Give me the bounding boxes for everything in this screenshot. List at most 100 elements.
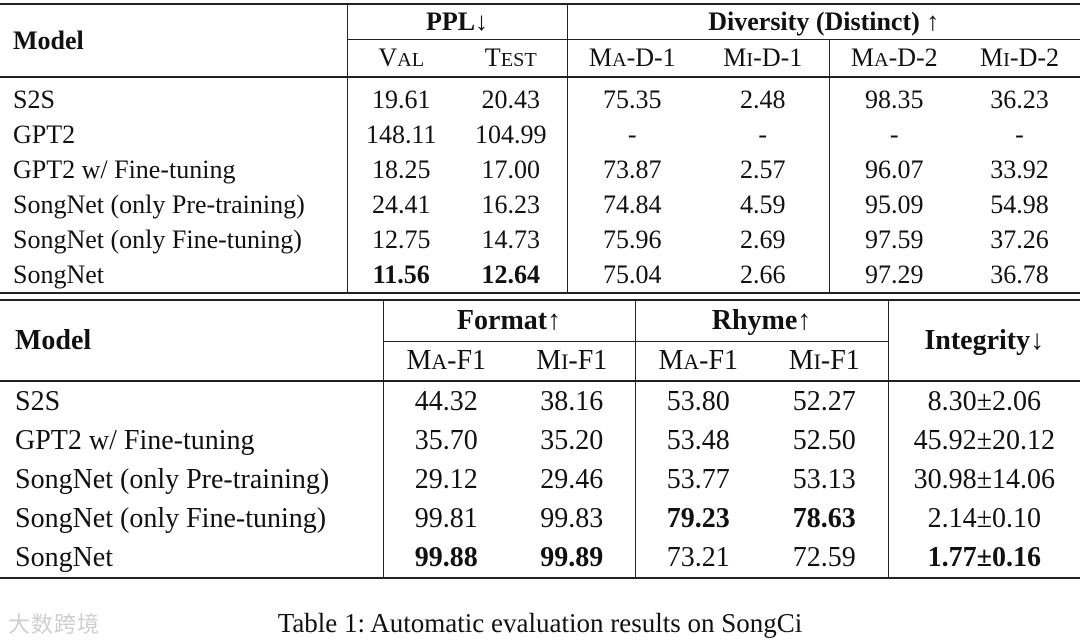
model-cell: SongNet (only Pre-training) bbox=[13, 189, 305, 219]
mi-d1-cell: 2.66 bbox=[697, 257, 830, 294]
mi-d2-cell: 54.98 bbox=[990, 189, 1049, 219]
rhyme-mi-cell: 53.13 bbox=[792, 463, 856, 495]
val-cell-best: 11.56 bbox=[346, 257, 455, 294]
mi-d2-cell: - bbox=[1015, 119, 1024, 149]
rhyme-header: Rhyme↑ bbox=[634, 300, 889, 342]
test-cell-best: 12.64 bbox=[455, 257, 568, 294]
subheader-test: TEST bbox=[455, 39, 568, 78]
val-cell: 12.75 bbox=[346, 222, 455, 257]
subheader-mi-d1: MI-D-1 bbox=[697, 39, 830, 78]
rhyme-ma-cell: 73.21 bbox=[634, 538, 761, 579]
rhyme-ma-cell: 53.48 bbox=[634, 421, 761, 460]
watermark: 大数跨境 bbox=[8, 613, 101, 638]
integrity-cell-best: 1.77±0.16 bbox=[887, 538, 1080, 579]
table-ppl-diversity: Model PPL↓ Diversity (Distinct) ↑ VAL TE… bbox=[0, 3, 1080, 294]
integrity-cell: 45.92±20.12 bbox=[887, 421, 1080, 460]
model-cell: S2S bbox=[15, 385, 61, 417]
model-cell: GPT2 bbox=[13, 119, 76, 149]
mi-d1-cell: 4.59 bbox=[740, 189, 786, 219]
model-cell: SongNet (only Fine-tuning) bbox=[15, 502, 327, 534]
ma-d1-cell: 75.96 bbox=[566, 222, 698, 257]
test-cell: 16.23 bbox=[481, 189, 541, 219]
mi-d1-cell: - bbox=[758, 119, 768, 149]
integrity-cell: 8.30±2.06 bbox=[887, 381, 1080, 421]
rhyme-mi-cell: 52.27 bbox=[792, 385, 856, 417]
ma-d2-cell: 96.07 bbox=[828, 152, 960, 187]
rhyme-ma-cell-best: 79.23 bbox=[634, 499, 761, 538]
format-mi-cell: 38.16 bbox=[540, 385, 604, 417]
mi-d1-cell: 2.57 bbox=[740, 154, 786, 184]
table-row: SongNet (only Fine-tuning) 99.81 99.83 7… bbox=[0, 499, 1080, 538]
table-caption: Table 1: Automatic evaluation results on… bbox=[277, 608, 803, 638]
table-row: S2S 19.61 20.43 75.35 2.48 98.35 36.23 bbox=[0, 77, 1080, 117]
rhyme-mi-cell: 52.50 bbox=[792, 424, 856, 456]
test-cell: 104.99 bbox=[475, 119, 547, 149]
ma-d1-cell: 75.35 bbox=[566, 77, 698, 117]
mi-d2-cell: 37.26 bbox=[990, 224, 1049, 254]
model-cell: SongNet bbox=[0, 257, 347, 294]
model-cell: SongNet bbox=[0, 538, 383, 579]
model-cell: S2S bbox=[13, 84, 55, 114]
ma-d2-cell: 98.35 bbox=[828, 77, 960, 117]
ma-d1-cell: 75.04 bbox=[566, 257, 698, 294]
subheader-format-ma-f1: MA-F1 bbox=[382, 341, 509, 382]
format-ma-cell: 44.32 bbox=[382, 381, 509, 421]
format-mi-cell: 35.20 bbox=[540, 424, 604, 456]
table-row: GPT2 148.11 104.99 - - - - bbox=[0, 117, 1080, 152]
table-row: SongNet 11.56 12.64 75.04 2.66 97.29 36.… bbox=[0, 257, 1080, 294]
ma-d2-cell: 95.09 bbox=[828, 187, 960, 222]
integrity-header: Integrity↓ bbox=[887, 300, 1080, 382]
ppl-header: PPL↓ bbox=[346, 4, 568, 40]
format-ma-cell-best: 99.88 bbox=[382, 538, 509, 579]
val-cell: 148.11 bbox=[346, 117, 455, 152]
format-ma-cell: 29.12 bbox=[382, 460, 509, 499]
format-mi-cell: 99.83 bbox=[540, 502, 604, 534]
ma-d2-cell: 97.59 bbox=[828, 222, 960, 257]
table-row: SongNet (only Pre-training) 24.41 16.23 … bbox=[0, 187, 1080, 222]
ma-d2-cell: 97.29 bbox=[828, 257, 960, 294]
format-ma-cell: 99.81 bbox=[382, 499, 509, 538]
model-header: Model bbox=[0, 300, 383, 382]
ma-d2-cell: - bbox=[828, 117, 960, 152]
format-mi-cell: 29.46 bbox=[540, 463, 604, 495]
model-cell: SongNet (only Fine-tuning) bbox=[13, 224, 302, 254]
mi-d2-cell: 36.78 bbox=[959, 257, 1080, 294]
test-cell: 17.00 bbox=[481, 154, 541, 184]
subheader-ma-d2: MA-D-2 bbox=[828, 39, 960, 78]
diversity-header: Diversity (Distinct) ↑ bbox=[566, 4, 1080, 40]
subheader-format-mi-f1: MI-F1 bbox=[509, 341, 635, 382]
ma-d1-cell: - bbox=[566, 117, 698, 152]
table-row: GPT2 w/ Fine-tuning 35.70 35.20 53.48 52… bbox=[0, 421, 1080, 460]
test-cell: 14.73 bbox=[481, 224, 541, 254]
format-header: Format↑ bbox=[382, 300, 635, 342]
subheader-rhyme-mi-f1: MI-F1 bbox=[761, 341, 889, 382]
mi-d2-cell: 33.92 bbox=[990, 154, 1049, 184]
subheader-mi-d2: MI-D-2 bbox=[959, 39, 1080, 78]
ma-d1-cell: 74.84 bbox=[566, 187, 698, 222]
table-format-rhyme-integrity: Model Format↑ Rhyme↑ Integrity↓ MA-F1 MI… bbox=[0, 299, 1080, 579]
rhyme-ma-cell: 53.80 bbox=[634, 381, 761, 421]
table-row: SongNet (only Pre-training) 29.12 29.46 … bbox=[0, 460, 1080, 499]
rhyme-mi-cell-best: 78.63 bbox=[792, 502, 856, 534]
model-cell: GPT2 w/ Fine-tuning bbox=[13, 154, 236, 184]
format-mi-cell-best: 99.89 bbox=[509, 538, 635, 579]
mi-d1-cell: 2.48 bbox=[740, 84, 786, 114]
rhyme-mi-cell: 72.59 bbox=[761, 538, 889, 579]
mi-d1-cell: 2.69 bbox=[740, 224, 786, 254]
model-cell: SongNet (only Pre-training) bbox=[15, 463, 330, 495]
test-cell: 20.43 bbox=[481, 84, 541, 114]
format-ma-cell: 35.70 bbox=[382, 421, 509, 460]
rhyme-ma-cell: 53.77 bbox=[634, 460, 761, 499]
model-cell: GPT2 w/ Fine-tuning bbox=[15, 424, 255, 456]
val-cell: 19.61 bbox=[346, 77, 455, 117]
ma-d1-cell: 73.87 bbox=[566, 152, 698, 187]
integrity-cell: 2.14±0.10 bbox=[887, 499, 1080, 538]
subheader-val: VAL bbox=[346, 39, 455, 78]
subheader-ma-d1: MA-D-1 bbox=[566, 39, 698, 78]
mi-d2-cell: 36.23 bbox=[990, 84, 1049, 114]
table-row: GPT2 w/ Fine-tuning 18.25 17.00 73.87 2.… bbox=[0, 152, 1080, 187]
val-cell: 24.41 bbox=[346, 187, 455, 222]
model-header: Model bbox=[0, 4, 347, 78]
subheader-rhyme-ma-f1: MA-F1 bbox=[634, 341, 761, 382]
table-row: S2S 44.32 38.16 53.80 52.27 8.30±2.06 bbox=[0, 381, 1080, 421]
